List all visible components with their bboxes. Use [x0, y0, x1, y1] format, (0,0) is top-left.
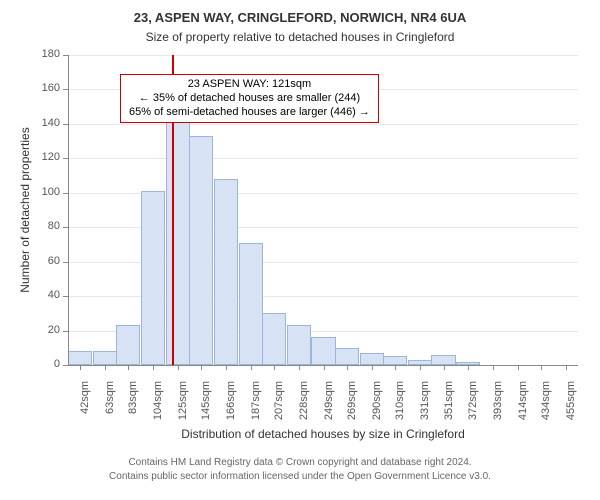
histogram-bar: [383, 356, 407, 365]
x-tick-label: 249sqm: [323, 381, 335, 431]
y-tick-label: 100: [30, 186, 60, 198]
x-tick-label: 351sqm: [443, 381, 455, 431]
histogram-bar: [93, 351, 117, 365]
x-tick-label: 166sqm: [225, 381, 237, 431]
x-tick-label: 125sqm: [177, 381, 189, 431]
chart-title: 23, ASPEN WAY, CRINGLEFORD, NORWICH, NR4…: [0, 10, 600, 25]
x-tick-label: 393sqm: [492, 381, 504, 431]
y-axis-label: Number of detached properties: [18, 110, 32, 310]
annotation-line: ← 35% of detached houses are smaller (24…: [129, 92, 370, 106]
x-tick-label: 434sqm: [540, 381, 552, 431]
y-tick-label: 0: [30, 358, 60, 370]
histogram-bar: [262, 313, 286, 365]
histogram-bar: [189, 136, 213, 365]
x-tick-label: 145sqm: [200, 381, 212, 431]
histogram-bar: [68, 351, 92, 365]
annotation-box: 23 ASPEN WAY: 121sqm← 35% of detached ho…: [120, 74, 379, 123]
histogram-bar: [431, 355, 455, 365]
histogram-chart: 23, ASPEN WAY, CRINGLEFORD, NORWICH, NR4…: [0, 0, 600, 500]
x-tick-label: 331sqm: [419, 381, 431, 431]
x-tick-label: 83sqm: [127, 381, 139, 431]
x-tick-label: 228sqm: [298, 381, 310, 431]
histogram-bar: [141, 191, 165, 365]
x-axis-label: Distribution of detached houses by size …: [68, 427, 578, 441]
y-tick-label: 120: [30, 151, 60, 163]
x-tick-label: 187sqm: [250, 381, 262, 431]
histogram-bar: [214, 179, 238, 365]
x-tick-label: 290sqm: [371, 381, 383, 431]
x-tick-label: 269sqm: [346, 381, 358, 431]
histogram-bar: [166, 110, 190, 365]
y-tick-label: 60: [30, 255, 60, 267]
x-tick-label: 207sqm: [273, 381, 285, 431]
plot-area: 02040608010012014016018042sqm63sqm83sqm1…: [68, 55, 578, 365]
histogram-bar: [311, 337, 335, 365]
x-tick-label: 42sqm: [79, 381, 91, 431]
annotation-line: 23 ASPEN WAY: 121sqm: [129, 78, 370, 92]
footer-line1: Contains HM Land Registry data © Crown c…: [0, 457, 600, 468]
y-tick-label: 20: [30, 324, 60, 336]
footer-line2: Contains public sector information licen…: [0, 471, 600, 482]
x-tick-label: 310sqm: [394, 381, 406, 431]
y-tick-label: 160: [30, 82, 60, 94]
grid-line: [68, 55, 578, 56]
y-tick-label: 80: [30, 220, 60, 232]
histogram-bar: [239, 243, 263, 365]
x-axis-line: [68, 365, 578, 366]
x-tick-label: 104sqm: [152, 381, 164, 431]
x-tick-label: 414sqm: [517, 381, 529, 431]
histogram-bar: [287, 325, 311, 365]
y-tick-label: 40: [30, 289, 60, 301]
x-tick-label: 455sqm: [565, 381, 577, 431]
annotation-line: 65% of semi-detached houses are larger (…: [129, 106, 370, 120]
histogram-bar: [360, 353, 384, 365]
y-axis-line: [68, 55, 69, 365]
y-tick-label: 140: [30, 117, 60, 129]
grid-line: [68, 158, 578, 159]
y-tick-label: 180: [30, 48, 60, 60]
x-tick-label: 63sqm: [104, 381, 116, 431]
chart-subtitle: Size of property relative to detached ho…: [0, 30, 600, 44]
histogram-bar: [116, 325, 140, 365]
histogram-bar: [335, 348, 359, 365]
grid-line: [68, 124, 578, 125]
x-tick-label: 372sqm: [467, 381, 479, 431]
